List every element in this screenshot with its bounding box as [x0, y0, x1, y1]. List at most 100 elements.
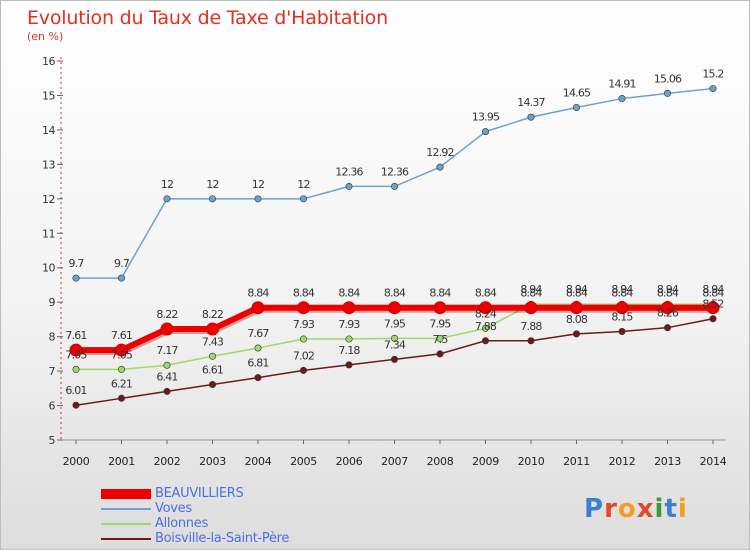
- data-label: 7.61: [111, 329, 132, 342]
- point-boisville-la-saint-p-re: [663, 324, 671, 332]
- point-allonnes: [72, 365, 80, 373]
- data-label: 7.88: [475, 320, 497, 333]
- y-tick-label: 8: [49, 331, 56, 344]
- point-beauvilliers: [342, 301, 356, 315]
- point-boisville-la-saint-p-re: [299, 366, 307, 374]
- point-boisville-la-saint-p-re: [118, 394, 126, 402]
- data-label: 8.22: [156, 308, 177, 321]
- data-label: 8.84: [657, 287, 679, 300]
- data-label: 8.26: [657, 307, 679, 320]
- point-beauvilliers: [479, 301, 492, 315]
- point-allonnes: [299, 335, 307, 343]
- legend-label: BEAUVILLIERS: [155, 486, 244, 501]
- data-label: 6.21: [111, 377, 132, 390]
- point-voves: [618, 95, 626, 103]
- y-tick-label: 16: [42, 55, 55, 68]
- data-label: 6.41: [156, 370, 177, 383]
- data-label: 7.93: [338, 318, 360, 331]
- legend-label: Allonnes: [155, 516, 208, 531]
- point-allonnes: [390, 334, 398, 342]
- data-label: 7.5: [432, 333, 448, 346]
- data-label: 8.94: [611, 283, 633, 296]
- point-voves: [254, 195, 262, 203]
- data-label: 9.7: [114, 257, 130, 270]
- data-label: 8.84: [293, 287, 315, 300]
- point-allonnes: [118, 365, 126, 373]
- data-label: 14.37: [517, 96, 545, 109]
- point-beauvilliers: [661, 301, 674, 315]
- point-boisville-la-saint-p-re: [481, 337, 489, 345]
- point-beauvilliers: [706, 301, 720, 315]
- data-label: 12.36: [335, 165, 363, 178]
- proxiti-logo: Proxiti: [584, 494, 688, 524]
- data-label: 8.84: [384, 287, 406, 300]
- x-tick-label: 2008: [427, 455, 454, 468]
- data-label: 7.88: [520, 320, 542, 333]
- point-beauvilliers: [160, 322, 174, 336]
- point-voves: [572, 104, 580, 112]
- legend-swatch: [101, 538, 151, 540]
- x-tick-label: 2006: [336, 455, 363, 468]
- point-voves: [299, 195, 307, 203]
- point-beauvilliers: [251, 301, 265, 315]
- y-tick-label: 6: [49, 400, 56, 413]
- point-boisville-la-saint-p-re: [527, 337, 535, 345]
- chart-unit: (en %): [27, 30, 64, 43]
- y-tick-label: 14: [42, 124, 55, 137]
- data-label: 8.94: [566, 283, 588, 296]
- point-voves: [72, 274, 80, 282]
- point-beauvilliers: [206, 322, 219, 336]
- point-allonnes: [254, 344, 262, 352]
- point-boisville-la-saint-p-re: [209, 381, 217, 389]
- legend-swatch: [101, 489, 151, 499]
- x-tick-label: 2014: [700, 455, 727, 468]
- data-label: 8.22: [202, 308, 223, 321]
- data-label: 12: [297, 178, 309, 191]
- data-label: 14.91: [608, 78, 636, 91]
- point-boisville-la-saint-p-re: [618, 327, 626, 335]
- data-label: 7.95: [384, 317, 406, 330]
- data-label: 12: [206, 178, 218, 191]
- point-voves: [481, 128, 489, 136]
- data-label: 8.52: [702, 298, 723, 311]
- point-voves: [345, 182, 353, 190]
- data-label: 8.08: [566, 313, 588, 326]
- point-boisville-la-saint-p-re: [345, 361, 353, 369]
- x-tick-label: 2009: [472, 455, 499, 468]
- x-tick-label: 2001: [108, 455, 135, 468]
- data-label: 15.2: [702, 68, 723, 81]
- point-voves: [209, 195, 217, 203]
- data-label: 7.93: [293, 318, 315, 331]
- data-label: 8.84: [611, 287, 633, 300]
- data-label: 12.36: [381, 165, 409, 178]
- data-label: 7.43: [202, 335, 224, 348]
- legend-swatch: [101, 523, 151, 525]
- point-beauvilliers: [570, 301, 583, 315]
- data-label: 6.61: [202, 364, 223, 377]
- point-beauvilliers: [297, 301, 310, 315]
- point-beauvilliers: [115, 343, 128, 357]
- point-boisville-la-saint-p-re: [436, 350, 444, 358]
- data-label: 8.84: [520, 287, 542, 300]
- data-label: 8.84: [429, 287, 451, 300]
- y-tick-label: 10: [42, 262, 55, 275]
- data-label: 7.05: [111, 348, 133, 361]
- data-label: 8.84: [338, 287, 360, 300]
- data-label: 7.67: [247, 327, 269, 340]
- point-beauvilliers: [388, 301, 401, 315]
- point-voves: [709, 85, 717, 93]
- point-voves: [663, 89, 671, 97]
- point-voves: [527, 113, 535, 121]
- point-allonnes: [345, 335, 353, 343]
- x-tick-label: 2003: [199, 455, 226, 468]
- data-label: 8.94: [520, 283, 542, 296]
- data-label: 8.84: [566, 287, 588, 300]
- chart-title: Evolution du Taux de Taxe d'Habitation: [27, 7, 388, 29]
- data-label: 13.95: [472, 111, 500, 124]
- x-tick-label: 2013: [654, 455, 681, 468]
- data-label: 8.84: [475, 287, 497, 300]
- data-label: 8.84: [247, 287, 269, 300]
- legend-swatch: [101, 508, 151, 510]
